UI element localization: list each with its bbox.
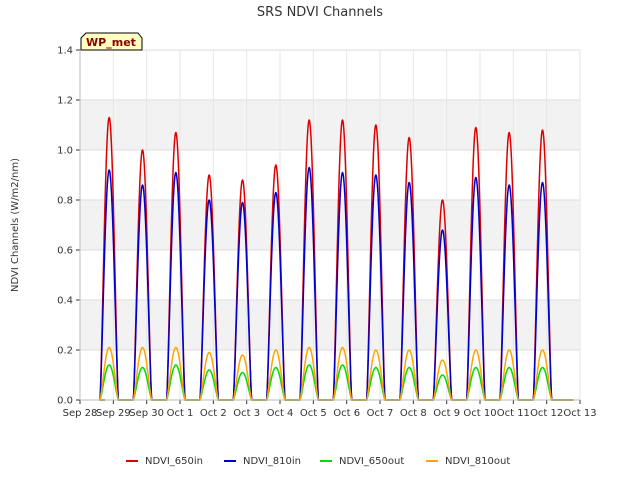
x-tick-label: Oct 10 <box>463 408 496 419</box>
grid-band <box>80 100 580 150</box>
legend-item: NDVI_810out <box>426 456 510 467</box>
station-badge: WP_met <box>80 32 143 51</box>
legend-label: NDVI_650in <box>145 456 203 467</box>
legend: NDVI_650in NDVI_810in NDVI_650out NDVI_810o… <box>126 456 510 467</box>
x-tick-label: Sep 28 <box>63 408 98 419</box>
y-tick-label: 1.4 <box>57 46 73 57</box>
y-tick-label: 1.2 <box>57 96 73 107</box>
x-tick-label: Oct 1 <box>167 408 194 419</box>
x-tick-label: Oct 13 <box>563 408 596 419</box>
x-tick-label: Oct 5 <box>300 408 327 419</box>
x-tick-label: Oct 3 <box>233 408 260 419</box>
y-tick-label: 0.4 <box>57 296 73 307</box>
x-tick-label: Oct 2 <box>200 408 227 419</box>
legend-label: NDVI_650out <box>339 456 404 467</box>
y-tick-label: 0.8 <box>57 196 73 207</box>
grid-band <box>80 200 580 250</box>
x-tick-label: Oct 8 <box>400 408 427 419</box>
y-axis-ticks: 0.0 0.2 0.4 0.6 0.8 1.0 1.2 1.4 <box>57 46 81 407</box>
y-axis-label: NDVI Channels (W/m2/nm) <box>10 158 21 292</box>
x-tick-label: Oct 9 <box>433 408 460 419</box>
y-tick-label: 0.6 <box>57 246 73 257</box>
x-tick-label: Sep 30 <box>129 408 164 419</box>
grid-band <box>80 300 580 350</box>
legend-item: NDVI_650out <box>320 456 404 467</box>
legend-label: NDVI_810in <box>243 456 301 467</box>
x-tick-label: Sep 29 <box>96 408 131 419</box>
chart-title: SRS NDVI Channels <box>257 5 383 20</box>
x-tick-label: Oct 4 <box>267 408 294 419</box>
badge-shape <box>80 32 143 51</box>
legend-label: NDVI_810out <box>445 456 510 467</box>
x-tick-label: Oct 6 <box>333 408 360 419</box>
y-tick-label: 1.0 <box>57 146 73 157</box>
x-tick-label: Oct 7 <box>367 408 394 419</box>
plot-background <box>80 50 580 400</box>
x-tick-label: Oct 12 <box>530 408 563 419</box>
y-tick-label: 0.2 <box>57 346 73 357</box>
badge-label: WP_met <box>86 36 136 49</box>
x-tick-label: Oct 11 <box>497 408 530 419</box>
legend-item: NDVI_810in <box>224 456 301 467</box>
legend-item: NDVI_650in <box>126 456 203 467</box>
y-tick-label: 0.0 <box>57 396 73 407</box>
